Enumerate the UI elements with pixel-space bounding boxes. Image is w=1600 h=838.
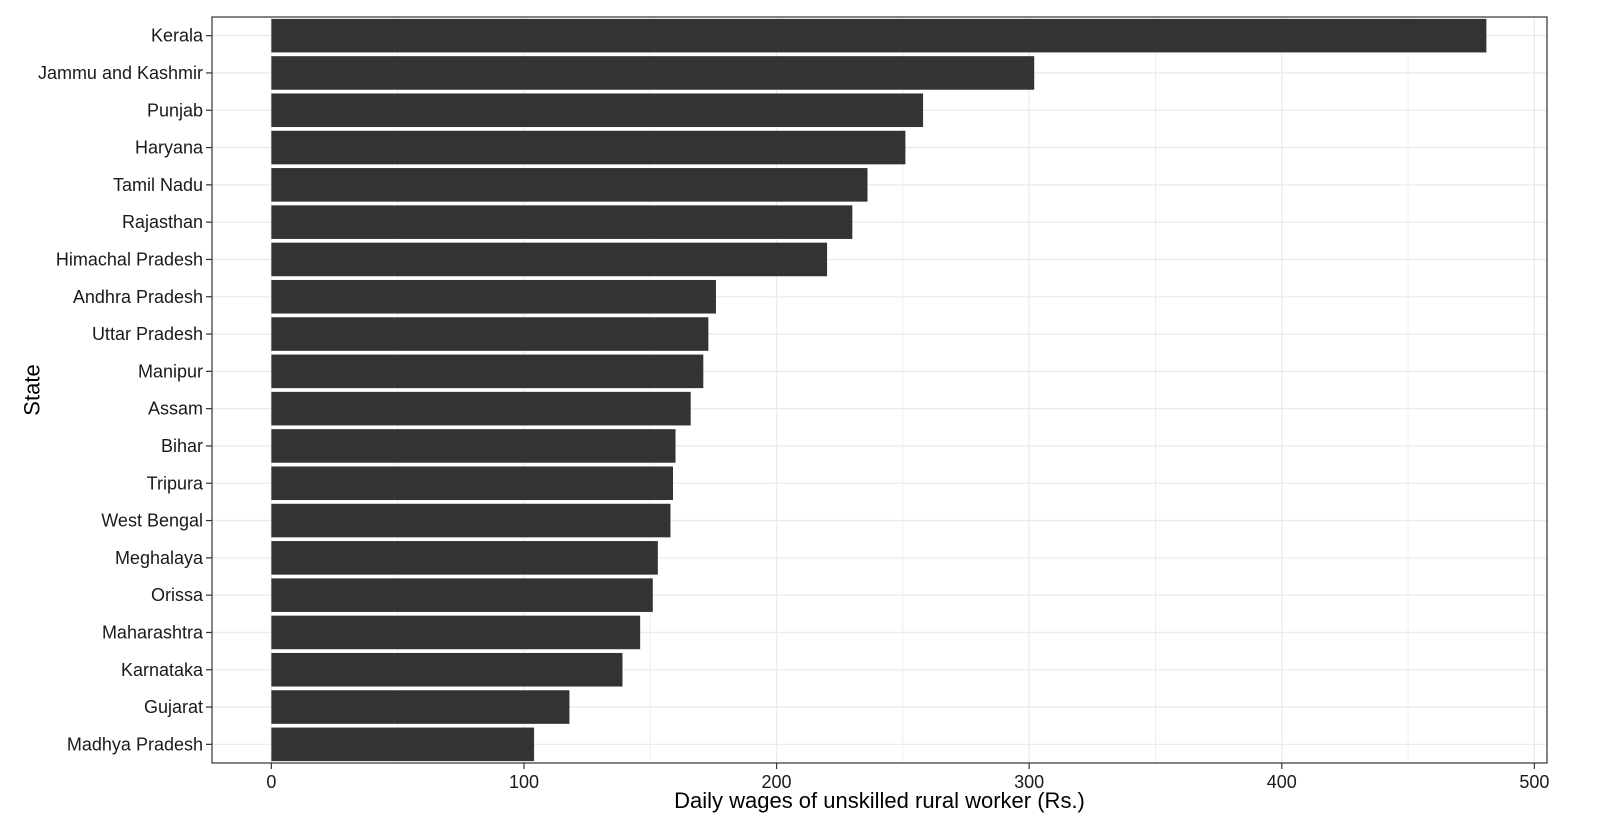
bar [271, 690, 570, 724]
y-tick-label: Tamil Nadu [113, 175, 203, 195]
bar [271, 354, 704, 389]
x-axis-title: Daily wages of unskilled rural worker (R… [674, 788, 1085, 813]
bar [271, 652, 623, 687]
panel-border [211, 16, 1548, 764]
bar [271, 93, 924, 128]
y-tick-label: Tripura [147, 473, 204, 493]
y-axis-title: State [20, 364, 45, 415]
bar [271, 541, 658, 575]
y-tick-label: Jammu and Kashmir [38, 63, 203, 83]
bar [271, 429, 676, 463]
bar [271, 503, 671, 538]
y-tick-label: Maharashtra [102, 622, 204, 642]
bar [271, 130, 906, 165]
bar [271, 242, 828, 277]
y-tick-label: Assam [148, 399, 203, 419]
y-tick-label: West Bengal [101, 511, 203, 531]
y-tick-label: Meghalaya [115, 548, 204, 568]
bar [271, 578, 653, 612]
bar [271, 727, 535, 762]
y-tick-label: Orissa [151, 585, 204, 605]
x-axis-ticks: 0 100 200 300 400 500 [266, 763, 1549, 792]
y-tick-label: Punjab [147, 100, 203, 120]
y-tick-label: Bihar [161, 436, 203, 456]
y-tick-label: Andhra Pradesh [73, 287, 203, 307]
bar [271, 18, 1487, 53]
y-tick-label: Madhya Pradesh [67, 734, 203, 754]
bar [271, 615, 641, 650]
y-tick-label: Kerala [151, 26, 204, 46]
y-tick-label: Karnataka [121, 660, 204, 680]
y-tick-label: Uttar Pradesh [92, 324, 203, 344]
x-tick-label: 500 [1519, 772, 1549, 792]
x-tick-label: 100 [509, 772, 539, 792]
y-tick-label: Haryana [135, 138, 204, 158]
bar [271, 56, 1035, 90]
bar [271, 317, 709, 351]
bar [271, 466, 673, 501]
y-tick-label: Himachal Pradesh [56, 249, 203, 269]
y-tick-label: Gujarat [144, 697, 203, 717]
x-tick-label: 0 [266, 772, 276, 792]
bar [271, 205, 853, 239]
bar [271, 391, 691, 426]
y-tick-label: Rajasthan [122, 212, 203, 232]
x-tick-label: 300 [1014, 772, 1044, 792]
x-tick-label: 200 [762, 772, 792, 792]
bar [271, 168, 868, 202]
y-axis-ticks: Kerala Jammu and Kashmir Punjab Haryana Tami… [38, 26, 212, 754]
x-tick-label: 400 [1267, 772, 1297, 792]
bar [271, 279, 716, 314]
y-tick-label: Manipur [138, 361, 203, 381]
bars [271, 18, 1487, 762]
